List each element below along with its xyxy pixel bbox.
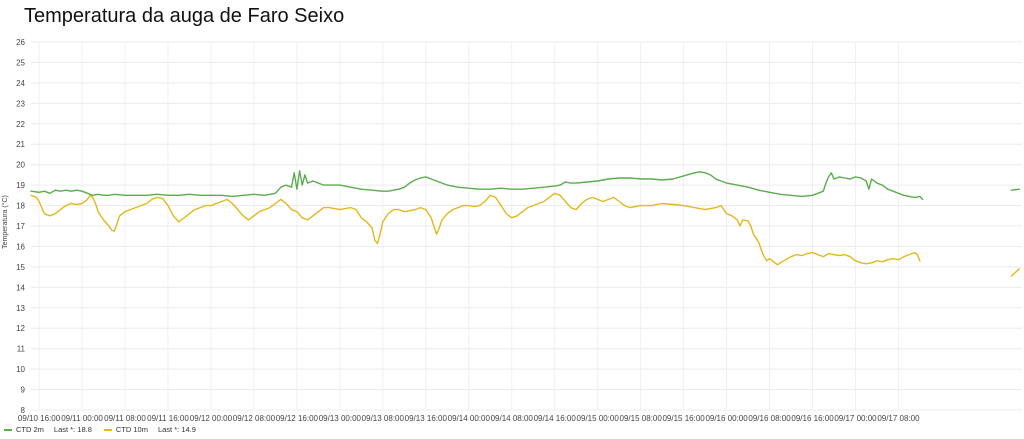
y-axis-ticks: 8 9 10 11 12 13 14 15 16 17 18 19 20 21 22 23 24 25 26 [16,38,25,415]
x-tick-label: 09/13 00:00 [319,414,362,423]
x-tick-label: 09/12 00:00 [190,414,233,423]
y-tick-label: 26 [16,38,25,47]
y-tick-label: 8 [21,406,26,415]
x-tick-label: 09/14 00:00 [448,414,491,423]
x-tick-label: 09/12 08:00 [233,414,276,423]
y-tick-label: 16 [16,242,25,251]
x-tick-label: 09/11 16:00 [147,414,189,423]
x-tick-label: 09/13 16:00 [405,414,448,423]
y-axis-label: Temperatura (°C) [1,195,9,249]
x-tick-label: 09/16 16:00 [791,414,834,423]
x-tick-label: 09/14 08:00 [491,414,534,423]
x-tick-label: 09/16 08:00 [748,414,791,423]
y-tick-label: 23 [16,99,25,108]
y-tick-label: 12 [16,324,25,333]
series-line-ctd-2m[interactable] [30,170,1020,201]
series-lines [30,170,1020,277]
x-tick-label: 09/16 00:00 [705,414,748,423]
y-tick-label: 21 [16,140,25,149]
y-tick-label: 17 [16,222,25,231]
x-tick-label: 09/10 16:00 [18,414,61,423]
x-tick-label: 09/15 16:00 [662,414,705,423]
x-tick-label: 09/11 00:00 [61,414,103,423]
y-tick-label: 10 [16,365,25,374]
grid [31,41,1022,411]
legend-item-ctd-2m[interactable]: CTD 2m Last *: 18.8 [4,425,92,434]
legend-last-ctd-2m: Last *: 18.8 [53,425,92,434]
y-tick-label: 19 [16,181,25,190]
y-tick-label: 11 [17,345,26,354]
legend-item-ctd-10m[interactable]: CTD 10m Last *: 14.9 [103,425,196,434]
legend: CTD 2m Last *: 18.8 CTD 10m Last *: 14.9 [4,425,196,434]
y-tick-label: 14 [16,283,25,292]
y-tick-label: 18 [16,202,25,211]
x-tick-label: 09/15 00:00 [577,414,620,423]
y-tick-label: 22 [16,120,25,129]
x-tick-label: 09/11 08:00 [104,414,146,423]
series-line-ctd-10m[interactable] [30,192,1020,277]
y-tick-label: 20 [16,161,25,170]
x-axis-ticks: 09/10 16:00 09/11 00:00 09/11 08:00 09/11 1… [18,414,920,423]
y-tick-label: 24 [16,79,25,88]
chart-title: Temperatura da auga de Faro Seixo [24,5,345,27]
legend-swatch-ctd-2m [4,428,12,431]
x-tick-label: 09/17 00:00 [834,414,877,423]
legend-last-ctd-10m: Last *: 14.9 [157,425,196,434]
legend-label-ctd-10m: CTD 10m [115,425,148,434]
x-tick-label: 09/14 16:00 [534,414,577,423]
x-tick-label: 09/12 16:00 [276,414,319,423]
y-tick-label: 9 [21,386,26,395]
y-tick-label: 25 [16,58,25,67]
y-tick-label: 15 [16,263,25,272]
x-tick-label: 09/13 08:00 [362,414,405,423]
x-tick-label: 09/15 08:00 [620,414,663,423]
legend-swatch-ctd-10m [103,428,112,431]
legend-label-ctd-2m: CTD 2m [16,425,44,434]
y-tick-label: 13 [16,304,25,313]
x-tick-label: 09/17 08:00 [877,414,920,423]
